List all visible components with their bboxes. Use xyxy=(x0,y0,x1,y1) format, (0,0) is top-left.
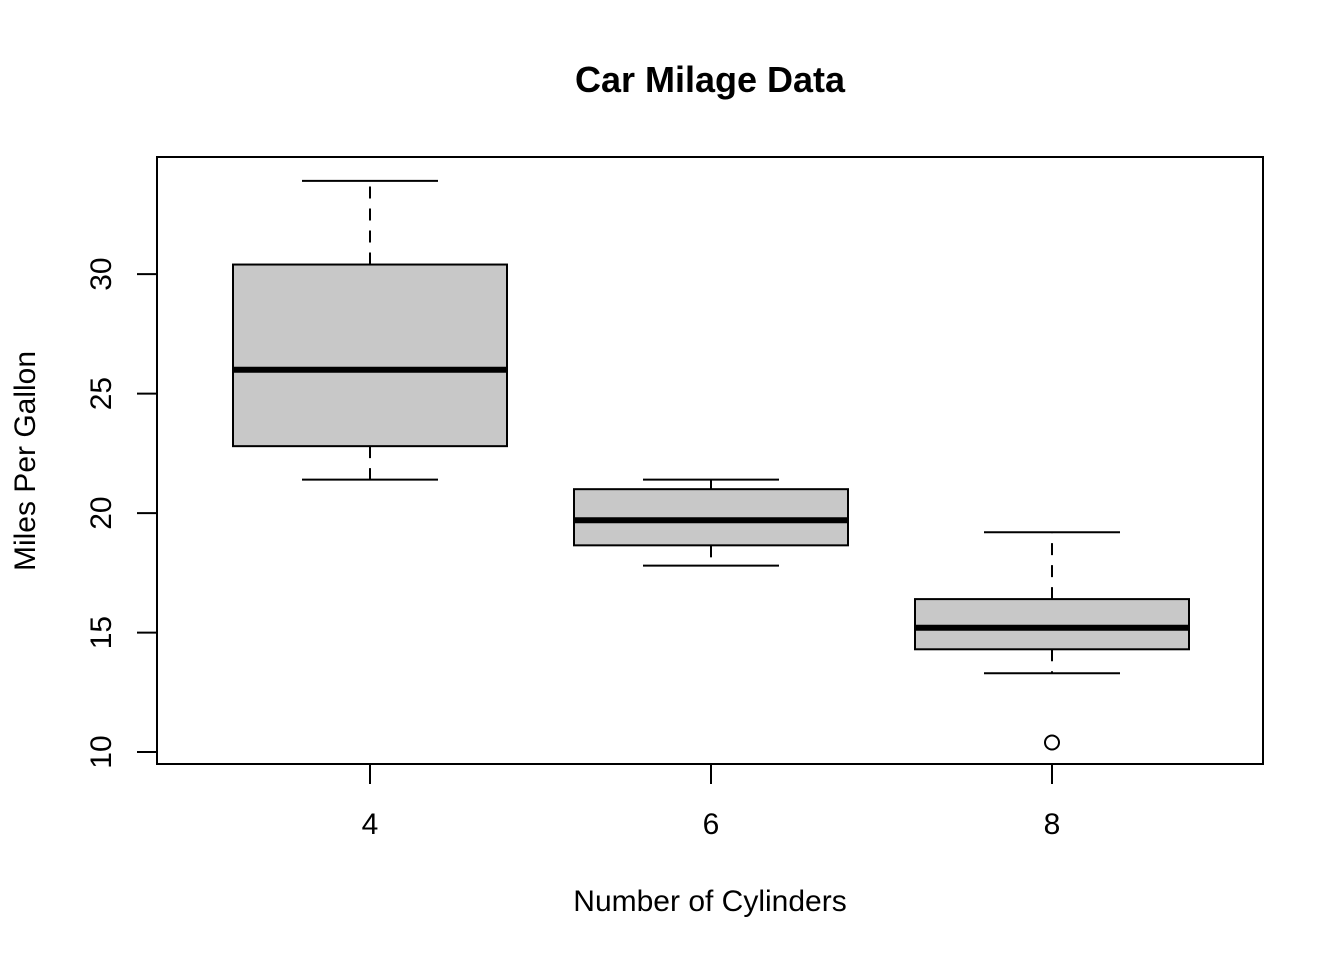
outlier-point xyxy=(1044,734,1060,751)
x-tick-label: 8 xyxy=(1044,808,1061,841)
y-axis-label: Miles Per Gallon xyxy=(9,351,42,571)
box-iqr xyxy=(914,598,1190,651)
box-group-8 xyxy=(914,531,1190,751)
box-group-4 xyxy=(232,179,508,481)
y-tick-label: 15 xyxy=(85,616,118,649)
x-tick-label: 4 xyxy=(362,808,379,841)
y-axis: 10 15 20 25 30 xyxy=(85,257,157,769)
box-iqr xyxy=(232,263,508,448)
x-tick-label: 6 xyxy=(703,808,720,841)
box-group-6 xyxy=(573,478,849,567)
chart-title: Car Milage Data xyxy=(575,59,846,100)
y-tick-label: 20 xyxy=(85,496,118,529)
x-axis-label: Number of Cylinders xyxy=(573,885,846,918)
y-tick-label: 25 xyxy=(85,377,118,410)
boxes-layer xyxy=(232,179,1190,751)
y-tick-label: 30 xyxy=(85,257,118,290)
x-axis: 4 6 8 xyxy=(362,764,1061,841)
y-tick-label: 10 xyxy=(85,735,118,768)
